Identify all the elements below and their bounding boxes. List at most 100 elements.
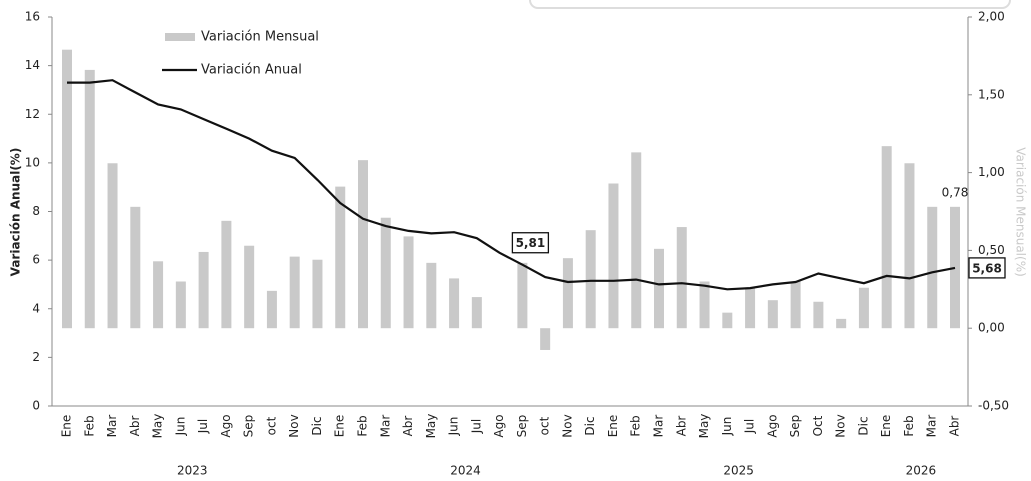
bar [289, 256, 300, 329]
y2-tick-label: -0,50 [978, 399, 1009, 413]
bar [881, 146, 892, 329]
bar [175, 281, 186, 329]
x-tick-label: Oct [811, 415, 825, 436]
x-tick-label: Ene [60, 415, 74, 438]
bar [722, 312, 733, 329]
bar [699, 281, 710, 329]
x-tick-label: Feb [629, 415, 643, 436]
x-tick-label: Jun [720, 417, 734, 437]
y-axis-label: Variación Anual(%) [9, 148, 23, 277]
x-tick-label: Nov [834, 414, 848, 437]
x-group-label: 2024 [450, 464, 481, 478]
x-tick-label: Dic [583, 416, 597, 435]
bar [836, 318, 847, 329]
bar [540, 328, 551, 350]
x-group-label: 2023 [177, 464, 208, 478]
value-label-box [968, 257, 1006, 279]
x-tick-label: Jul [743, 419, 757, 434]
legend-swatch [165, 33, 195, 41]
x-tick-label: Feb [82, 415, 96, 436]
value-label-box [511, 232, 550, 254]
x-tick-label: Jul [196, 419, 210, 434]
x-tick-label: Mar [378, 415, 392, 438]
x-tick-label: Abr [948, 416, 962, 437]
legend-label: Variación Anual [201, 63, 302, 78]
bar [426, 262, 437, 329]
x-tick-label: May [151, 414, 165, 439]
x-tick-label: Ene [333, 415, 347, 438]
x-tick-label: Ago [765, 414, 779, 437]
bar [403, 236, 414, 329]
x-tick-label: Nov [287, 414, 301, 437]
x-tick-label: Dic [310, 416, 324, 435]
line-value-label: 5,81 [516, 236, 546, 250]
bar [221, 220, 232, 329]
bar [562, 258, 573, 329]
x-tick-label: Ago [492, 414, 506, 437]
bar [62, 49, 72, 329]
y-tick-label: 16 [25, 10, 40, 24]
y-tick-label: 6 [32, 253, 40, 267]
x-tick-label: Sep [788, 415, 802, 438]
bar [312, 259, 323, 329]
y2-tick-label: 1,00 [978, 165, 1005, 179]
bar [266, 290, 277, 329]
y-tick-label: 8 [32, 204, 40, 218]
bar [950, 206, 960, 329]
y2-tick-label: 1,50 [978, 87, 1005, 101]
bar-value-label: 0,78 [942, 185, 969, 199]
y2-tick-label: 2,00 [978, 10, 1005, 24]
x-tick-label: Feb [902, 415, 916, 436]
bar [904, 163, 915, 329]
x-tick-label: Mar [925, 415, 939, 438]
y-tick-label: 14 [25, 58, 40, 72]
bar [654, 248, 664, 329]
bar [631, 152, 642, 329]
x-tick-label: Jun [173, 417, 187, 437]
bar [813, 301, 824, 329]
x-tick-label: Ene [879, 415, 893, 438]
y-tick-label: 12 [25, 107, 40, 121]
x-group-label: 2025 [723, 464, 754, 478]
bar [767, 300, 778, 329]
y-tick-label: 10 [25, 155, 40, 169]
bar [676, 227, 687, 329]
x-tick-label: May [424, 414, 438, 439]
x-tick-label: Abr [128, 416, 142, 437]
bar [335, 186, 346, 329]
x-tick-label: Nov [560, 414, 574, 437]
bar [153, 261, 164, 329]
bar [358, 160, 368, 329]
legend-label: Variación Mensual [201, 30, 319, 45]
x-tick-label: Abr [674, 416, 688, 437]
bar [107, 163, 118, 329]
y-tick-label: 0 [32, 399, 40, 413]
y-tick-label: 2 [32, 350, 40, 364]
bar [585, 230, 596, 329]
y2-tick-label: 0,00 [978, 321, 1005, 335]
x-group-label: 2026 [906, 464, 937, 478]
x-tick-label: Mar [652, 415, 666, 438]
decorative-frame [529, 0, 1011, 9]
bar [745, 287, 756, 329]
x-tick-label: oct [538, 416, 552, 435]
bar [198, 251, 209, 329]
bar [449, 278, 460, 329]
x-tick-label: oct [264, 416, 278, 435]
bar [517, 262, 528, 329]
x-tick-label: Abr [401, 416, 415, 437]
x-tick-label: Ene [606, 415, 620, 438]
x-tick-label: Feb [356, 415, 370, 436]
y2-tick-label: 0,50 [978, 243, 1005, 257]
x-tick-label: Jul [469, 419, 483, 434]
x-tick-label: Sep [515, 415, 529, 438]
line [67, 79, 956, 291]
bar [858, 287, 869, 329]
x-tick-label: May [697, 414, 711, 439]
bar [790, 281, 801, 329]
y-tick-label: 4 [32, 301, 40, 315]
bar [130, 206, 141, 329]
bar [244, 245, 255, 329]
